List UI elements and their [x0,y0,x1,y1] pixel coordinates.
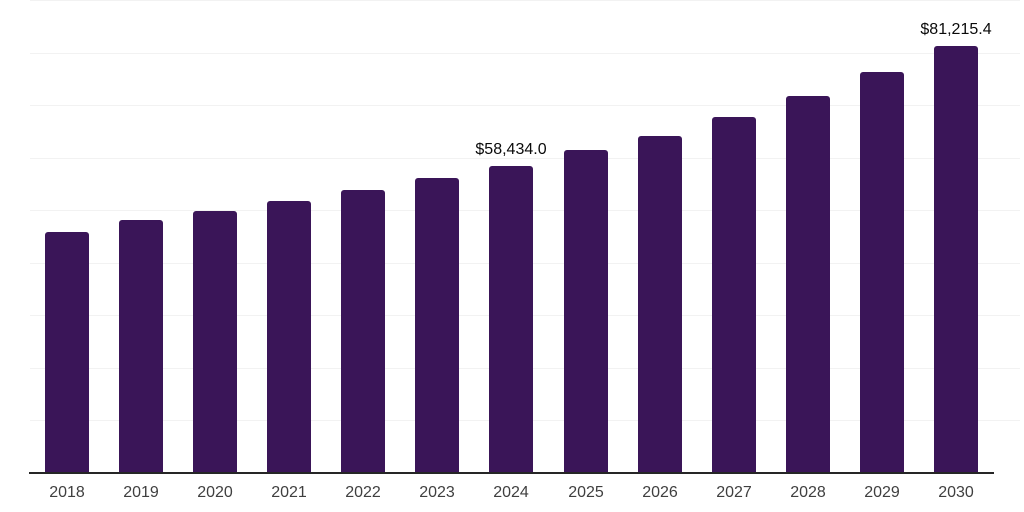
gridline [30,158,1020,159]
bar-2026 [638,136,682,473]
bar-2021 [267,201,311,473]
x-axis-label-2025: 2025 [568,484,604,501]
x-axis-label-2021: 2021 [271,484,307,501]
x-axis-label-2030: 2030 [938,484,974,501]
bar-2028 [786,96,830,473]
gridline [30,53,1020,54]
bar-2030 [934,46,978,473]
bar-2027 [712,117,756,473]
x-axis-label-2027: 2027 [716,484,752,501]
gridline [30,105,1020,106]
gridline [30,0,1020,1]
x-axis-label-2023: 2023 [419,484,455,501]
bar-2019 [119,220,163,473]
x-axis-label-2028: 2028 [790,484,826,501]
x-axis-label-2024: 2024 [493,484,529,501]
bar-2018 [45,232,89,473]
x-axis-label-2022: 2022 [345,484,381,501]
bar-2024 [489,166,533,473]
value-label-2030: $81,215.4 [920,21,992,38]
x-axis-label-2026: 2026 [642,484,678,501]
x-axis-label-2020: 2020 [197,484,233,501]
bar-2020 [193,211,237,473]
bar-2025 [564,150,608,473]
bar-2029 [860,72,904,473]
x-axis-line [29,472,994,474]
x-axis-label-2029: 2029 [864,484,900,501]
x-axis-label-2018: 2018 [49,484,85,501]
value-label-2024: $58,434.0 [475,141,547,158]
bar-2023 [415,178,459,473]
bar-2022 [341,190,385,473]
x-axis-label-2019: 2019 [123,484,159,501]
